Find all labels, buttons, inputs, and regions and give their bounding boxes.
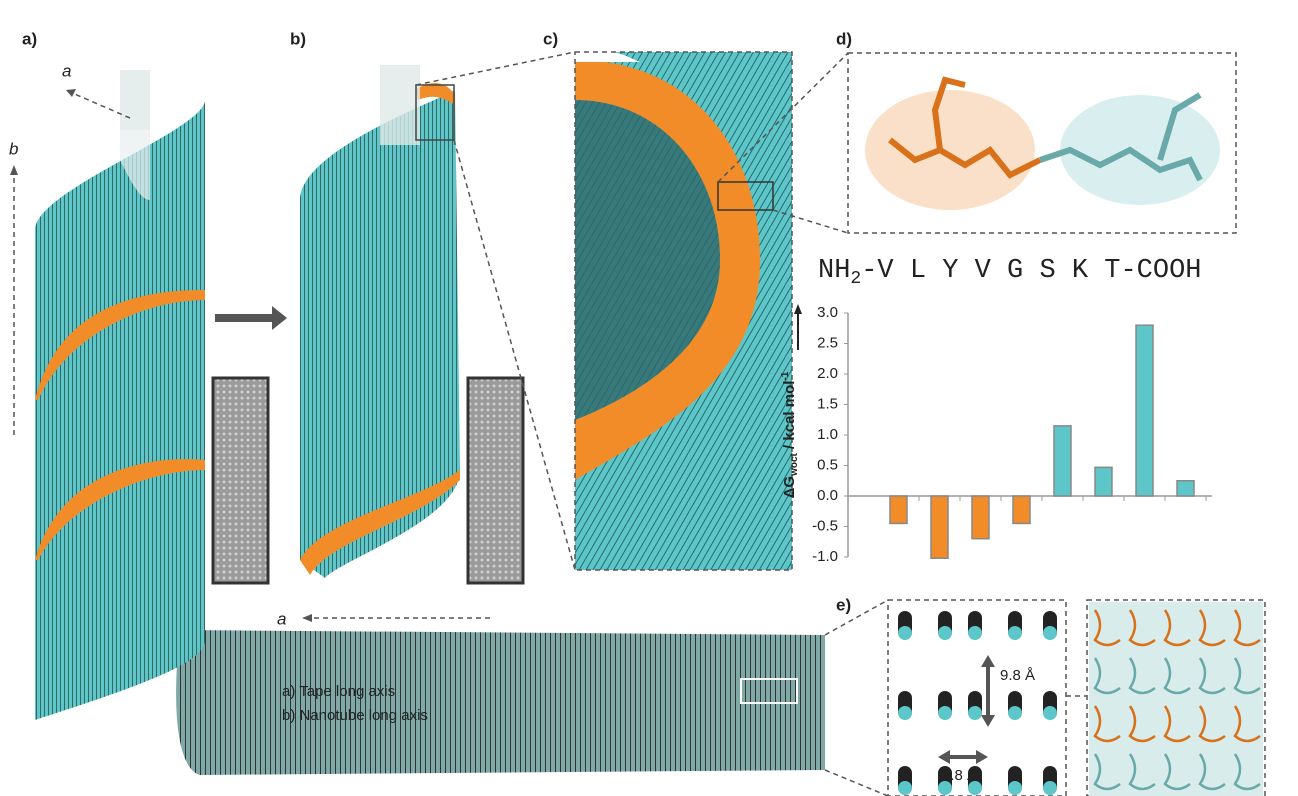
strand xyxy=(1093,657,1121,695)
y-tick-label: 3.0 xyxy=(817,304,838,321)
y-tick-label: 1.0 xyxy=(817,426,838,443)
zoom-line xyxy=(415,51,576,86)
arrow-head xyxy=(10,165,18,175)
sequence: NH2-V L Y V G S K T-COOH xyxy=(818,256,1201,289)
axis-arrow xyxy=(69,91,131,119)
seq-rest: -V L Y V G S K T-COOH xyxy=(861,256,1201,286)
axis-label: a xyxy=(277,609,286,628)
zoom-line xyxy=(453,139,576,571)
legend-text: b) Nanotube long axis xyxy=(282,707,428,724)
pill-end xyxy=(898,706,912,720)
y-label-unit: / kcal mol xyxy=(781,381,798,454)
panel-label: a) xyxy=(22,29,37,48)
zoom-panel xyxy=(574,51,793,571)
strand xyxy=(1198,753,1226,791)
strand xyxy=(1093,609,1121,647)
y-tick-label: -0.5 xyxy=(812,517,838,534)
panel-label: e) xyxy=(836,595,851,614)
packing-diagram xyxy=(824,599,1266,796)
bar xyxy=(1135,324,1154,497)
pill-end xyxy=(1008,706,1022,720)
bar xyxy=(1053,425,1072,497)
pill-end xyxy=(938,781,952,795)
y-axis-label: ΔGwoct / kcal mol-1 xyxy=(780,371,800,498)
panel-label: d) xyxy=(836,29,852,48)
bar xyxy=(889,495,908,525)
bar xyxy=(1176,480,1195,497)
pill-end xyxy=(1043,706,1057,720)
tem-image xyxy=(211,376,270,585)
pill-end xyxy=(898,781,912,795)
pill-end xyxy=(1008,781,1022,795)
axis-label: a xyxy=(62,61,71,80)
strand xyxy=(1163,705,1191,743)
bar xyxy=(1012,495,1031,525)
strand xyxy=(1093,705,1121,743)
spacing-label: 9.8 Å xyxy=(1000,667,1035,684)
transition-arrow xyxy=(215,306,287,330)
strand xyxy=(1128,609,1156,647)
seq-prefix: NH xyxy=(818,256,850,286)
strand xyxy=(1163,753,1191,791)
nanotube xyxy=(300,65,460,578)
y-tick-label: 0.0 xyxy=(817,487,838,504)
pill-end xyxy=(1043,781,1057,795)
axis-label: b xyxy=(9,139,18,158)
strand xyxy=(1198,657,1226,695)
legend-text: a) Tape long axis xyxy=(282,683,395,700)
arrow-head xyxy=(302,614,312,622)
y-tick-label: 2.5 xyxy=(817,334,838,351)
y-tick-label: -1.0 xyxy=(812,548,838,565)
zoom-line xyxy=(772,209,849,234)
y-label-sub: woct xyxy=(789,452,800,476)
strand xyxy=(1233,657,1261,695)
strand xyxy=(1233,705,1261,743)
molecule xyxy=(847,52,1237,234)
panel-label: b) xyxy=(290,29,306,48)
pill-end xyxy=(1043,626,1057,640)
strand xyxy=(1163,609,1191,647)
strand xyxy=(1093,753,1121,791)
helical-tape xyxy=(35,70,825,775)
tem-image xyxy=(466,376,525,585)
strand xyxy=(1233,609,1261,647)
y-label-main: ΔG xyxy=(781,476,798,498)
pill-end xyxy=(938,626,952,640)
y-tick-label: 0.5 xyxy=(817,456,838,473)
spacing-label: 4.8 Å xyxy=(942,767,977,784)
strand xyxy=(1198,705,1226,743)
strand xyxy=(1128,657,1156,695)
strand xyxy=(1233,753,1261,791)
strand xyxy=(1163,657,1191,695)
y-label-sup: -1 xyxy=(780,371,791,380)
zoom-line xyxy=(717,52,849,183)
strand xyxy=(1198,609,1226,647)
bar xyxy=(971,495,990,540)
y-tick-label: 1.5 xyxy=(817,395,838,412)
pill-end xyxy=(1008,626,1022,640)
strand xyxy=(1128,705,1156,743)
pill-end xyxy=(938,706,952,720)
bar xyxy=(1094,466,1113,497)
arrow-head xyxy=(794,304,802,314)
pill-end xyxy=(968,781,982,795)
pill-end xyxy=(968,626,982,640)
seq-subscript: 2 xyxy=(850,269,861,289)
y-tick-label: 2.0 xyxy=(817,365,838,382)
arrow-head xyxy=(66,89,76,97)
pill-end xyxy=(968,706,982,720)
bar xyxy=(930,495,949,559)
strand xyxy=(1128,753,1156,791)
pill-end xyxy=(898,626,912,640)
panel-label: c) xyxy=(543,29,558,48)
